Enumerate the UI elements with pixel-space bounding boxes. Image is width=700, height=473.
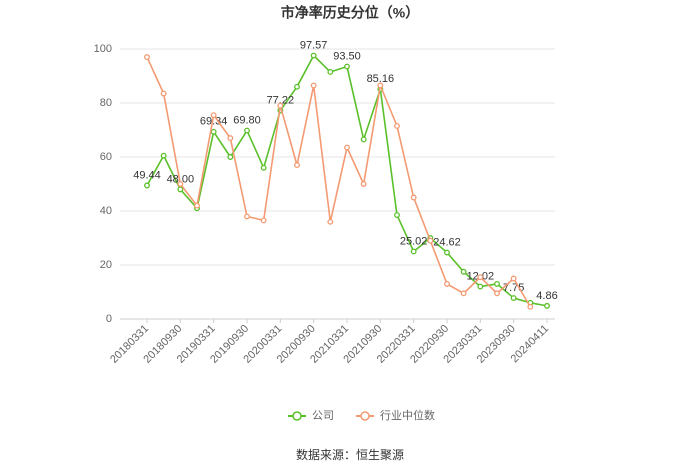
data-label: 7.75 [503, 282, 524, 294]
data-label: 97.57 [300, 39, 328, 51]
y-tick-label: 60 [100, 151, 112, 163]
data-label: 49.44 [133, 169, 161, 181]
data-point [410, 248, 417, 255]
data-point [194, 202, 200, 209]
source-note: 数据来源：恒生聚源 [296, 447, 404, 462]
data-point [294, 162, 300, 169]
data-point [144, 182, 150, 189]
data-label: 4.86 [536, 290, 557, 302]
data-point [227, 154, 234, 160]
data-label: 25.02 [400, 235, 428, 247]
data-label: 93.50 [333, 50, 361, 62]
data-point [460, 268, 467, 275]
series-line [146, 56, 532, 308]
data-point [510, 275, 517, 282]
data-point [494, 280, 500, 287]
data-point [544, 302, 550, 309]
data-point [360, 136, 367, 143]
data-point [510, 295, 517, 302]
series-line [146, 54, 548, 307]
data-point [394, 212, 400, 218]
data-point [260, 164, 267, 171]
data-point [344, 63, 350, 70]
data-point [210, 112, 217, 119]
chart-title: 市净率历史分位（%） [281, 5, 419, 21]
data-point [244, 213, 250, 220]
legend-marker [360, 411, 370, 421]
legend-item: 公司 [288, 410, 334, 422]
y-tick-label: 100 [94, 43, 112, 55]
data-point [477, 274, 484, 281]
y-tick-label: 20 [100, 259, 112, 271]
y-tick-label: 40 [100, 205, 112, 217]
data-point [427, 237, 434, 244]
legend-label: 行业中位数 [380, 408, 435, 422]
data-point [310, 52, 317, 59]
legend-marker [292, 411, 302, 421]
data-point [460, 290, 467, 297]
data-point [327, 218, 334, 225]
data-point [494, 290, 500, 297]
data-point [210, 128, 217, 135]
data-point [444, 249, 450, 256]
data-point [177, 181, 184, 187]
data-label: 77.22 [267, 94, 295, 106]
data-label: 24.62 [433, 236, 461, 248]
data-point [410, 194, 417, 201]
y-tick-label: 80 [100, 97, 112, 109]
legend-label: 公司 [312, 410, 334, 422]
data-point [294, 83, 300, 90]
data-point [527, 303, 534, 310]
data-point [244, 127, 250, 134]
data-point [144, 54, 150, 61]
data-point [177, 186, 184, 193]
data-point [327, 68, 334, 75]
data-point [344, 144, 350, 151]
data-point [360, 181, 367, 187]
legend-item: 行业中位数 [356, 408, 435, 422]
data-label: 69.80 [233, 114, 261, 126]
data-label: 85.16 [367, 73, 395, 85]
data-label: 48.00 [167, 173, 195, 185]
data-point [394, 122, 400, 129]
data-point [310, 82, 317, 89]
y-tick-label: 0 [106, 313, 112, 325]
data-point [227, 135, 234, 142]
data-point [160, 152, 167, 159]
data-point [277, 102, 284, 109]
data-point [260, 217, 267, 224]
data-point [444, 280, 450, 287]
data-point [377, 82, 384, 89]
data-point [160, 90, 167, 97]
data-point [477, 283, 484, 290]
